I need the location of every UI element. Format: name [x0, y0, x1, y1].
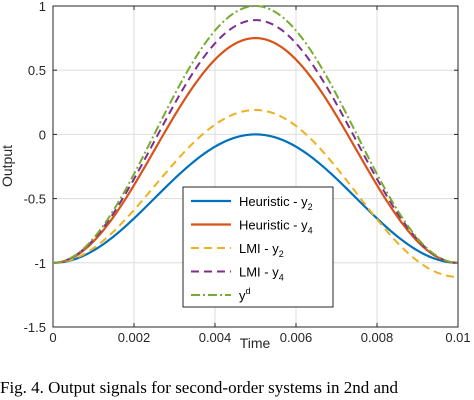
x-tick-label: 0.002 [118, 330, 151, 345]
figure-caption: Fig. 4. Output signals for second-order … [0, 378, 399, 397]
legend-label-4: LMI - y4 [239, 265, 284, 283]
y-tick-label: -1.5 [24, 320, 46, 335]
legend-label-3: LMI - y2 [239, 241, 284, 259]
y-tick-label: 1 [39, 0, 46, 14]
x-tick-label: 0.01 [445, 330, 470, 345]
series-lines [52, 4, 459, 278]
y-tick-label: -1 [34, 256, 46, 271]
series-line-3 [52, 108, 459, 278]
series-line-5 [52, 4, 459, 264]
y-tick-label: 0.5 [28, 63, 46, 78]
x-tick-label: 0 [49, 330, 56, 345]
y-axis-label: Output [0, 145, 15, 187]
output-chart: 0 0.002 0.004 0.006 0.008 0.01 1 0.5 0 -0.5 -1 -1.5… [0, 0, 471, 351]
legend-label-2: Heuristic - y4 [239, 218, 313, 236]
x-tick-label: 0.006 [280, 330, 313, 345]
plot-frame [52, 5, 459, 328]
axis-ticks: 0 0.002 0.004 0.006 0.008 0.01 1 0.5 0 -0.5 -1 -1.5 [24, 0, 471, 345]
series-line-1 [52, 133, 459, 264]
x-tick-label: 0.008 [361, 330, 394, 345]
series-line-2 [52, 36, 459, 264]
series-line-4 [52, 19, 459, 264]
x-tick-label: 0.004 [199, 330, 232, 345]
legend-label-5: yd [239, 286, 251, 303]
legend-label-1: Heuristic - y2 [239, 194, 313, 212]
y-tick-label: -0.5 [24, 192, 46, 207]
x-axis-label: Time [240, 335, 271, 351]
legend: Heuristic - y2 Heuristic - y4 LMI - y2 LMI … [182, 186, 334, 308]
y-tick-label: 0 [39, 127, 46, 142]
